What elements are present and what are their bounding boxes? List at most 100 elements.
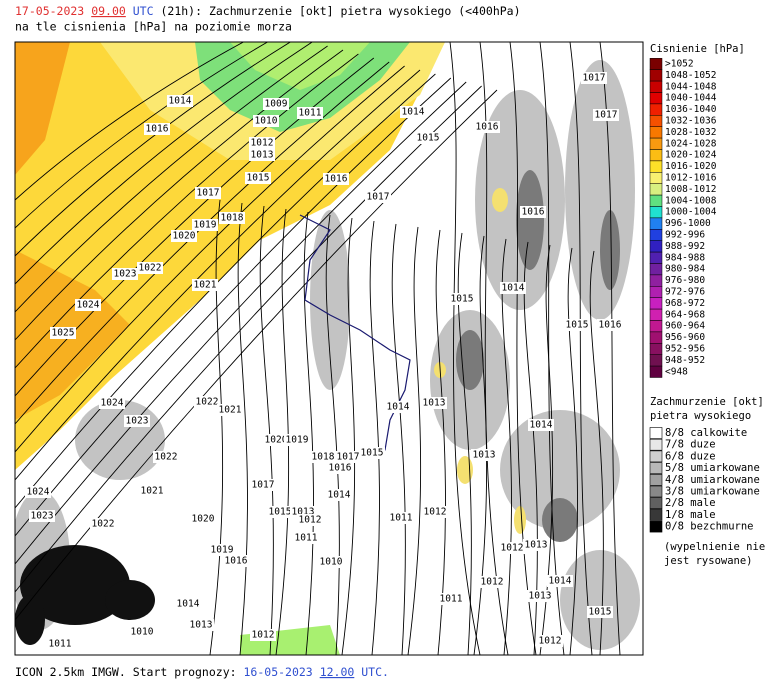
legend-label: 1/8 male	[665, 509, 716, 521]
isobar-label: 1024	[27, 487, 50, 498]
legend-label: 968-972	[665, 298, 705, 309]
label-bg	[438, 593, 464, 605]
legend-label: 3/8 umiarkowane	[665, 486, 760, 498]
legend-label: 1044-1048	[665, 81, 717, 92]
label-bg	[250, 629, 276, 641]
legend-swatch	[649, 473, 663, 486]
isobar-label: 1012	[251, 138, 274, 149]
isobar-label: 1014	[177, 599, 200, 610]
label-bg	[385, 401, 411, 413]
isobar-label: 1021	[141, 486, 164, 497]
legend-swatch	[649, 297, 663, 310]
isobar-label: 1024	[77, 300, 100, 311]
label-bg	[175, 598, 201, 610]
legend-label: 964-968	[665, 309, 705, 320]
isobar-label: 1009	[265, 99, 288, 110]
legend-label: 8/8 calkowite	[665, 427, 747, 439]
legend-swatch	[649, 58, 663, 70]
label-bg	[192, 279, 218, 291]
legend-label: 952-956	[665, 344, 705, 355]
isobar	[407, 226, 422, 655]
legend-label: 980-984	[665, 264, 705, 275]
legend-label: 2/8 male	[665, 497, 716, 509]
isobar	[15, 42, 269, 229]
legend-swatch	[649, 149, 663, 162]
isobar-label: 1011	[299, 108, 322, 119]
legend-swatch	[649, 354, 663, 367]
lead: (21h):	[160, 4, 202, 18]
isobar	[15, 49, 344, 341]
legend-label: 1016-1020	[665, 161, 717, 172]
legend-label: 992-996	[665, 230, 705, 241]
cloud-note: (wypelnienie nie	[664, 541, 765, 553]
label-bg	[479, 576, 505, 588]
isobar-label: 1016	[146, 124, 169, 135]
legend-swatch	[649, 520, 663, 533]
legend-swatch	[649, 69, 663, 82]
cloud-legend-subtitle: pietra wysokiego	[650, 410, 751, 422]
isobar-label: 1022	[155, 452, 178, 463]
legend-label: 960-964	[665, 321, 705, 332]
cloud-note: jest rysowane)	[664, 555, 753, 567]
label-bg	[90, 518, 116, 530]
isobar-label: 1012	[501, 543, 524, 554]
footer-time: 12.00	[320, 665, 355, 679]
label-bg	[144, 123, 170, 135]
legend-swatch	[649, 365, 663, 378]
isobar-label: 1013	[423, 398, 446, 409]
legend-label: >1052	[665, 59, 694, 70]
label-bg	[263, 98, 289, 110]
title: Zachmurzenie [okt] pietra wysokiego (<40…	[209, 4, 521, 18]
legend-label: 984-988	[665, 252, 705, 263]
label-bg	[253, 115, 279, 127]
legend-label: 1040-1044	[665, 93, 717, 104]
isobar	[501, 238, 512, 655]
header-line: 17-05-2023 09.00 UTC (21h): Zachmurzenie…	[15, 4, 521, 18]
label-bg	[167, 95, 193, 107]
isobar	[589, 250, 604, 655]
legend-swatch	[649, 251, 663, 264]
label-bg	[415, 132, 441, 144]
isobar-label: 1020	[173, 231, 196, 242]
label-bg	[528, 419, 554, 431]
label-bg	[129, 626, 155, 638]
label-bg	[587, 606, 613, 618]
isobar	[259, 205, 274, 655]
isobar	[369, 220, 380, 655]
label-bg	[523, 539, 549, 551]
legend-swatch	[649, 80, 663, 93]
label-bg	[50, 327, 76, 339]
isobar-label: 1015	[417, 133, 440, 144]
cloud-legend-title: Zachmurzenie [okt]	[650, 396, 764, 408]
label-bg	[400, 106, 426, 118]
isobar-label: 1015	[566, 320, 589, 331]
legend-label: 7/8 duze	[665, 439, 716, 451]
isobar-label: 1016	[325, 174, 348, 185]
label-bg	[249, 137, 275, 149]
legend-swatch	[649, 263, 663, 276]
label-bg	[388, 512, 414, 524]
isobar-label: 1023	[126, 416, 149, 427]
legend-label: 948-952	[665, 355, 705, 366]
isobar-label: 1013	[473, 450, 496, 461]
legend-label: 1008-1012	[665, 184, 716, 195]
isobar-label: 1020	[265, 435, 288, 446]
label-bg	[194, 396, 220, 408]
isobar-label: 1019	[211, 545, 234, 556]
legend-swatch	[649, 115, 663, 127]
pressure-legend-title: Cisnienie [hPa]	[650, 43, 745, 55]
isobar-label: 1012	[299, 515, 322, 526]
isobar	[523, 241, 538, 655]
isobar	[15, 57, 375, 397]
legend-swatch	[649, 438, 663, 451]
label-bg	[190, 513, 216, 525]
label-bg	[171, 230, 197, 242]
label-bg	[47, 638, 73, 650]
isobar-label: 1013	[525, 540, 548, 551]
legend-swatch	[649, 92, 663, 105]
label-bg	[471, 449, 497, 461]
subtitle: na tle cisnienia [hPa] na poziomie morza	[15, 20, 292, 34]
label-bg	[474, 121, 500, 133]
isobar-label: 1016	[599, 320, 622, 331]
isobar-label: 1010	[255, 116, 278, 127]
